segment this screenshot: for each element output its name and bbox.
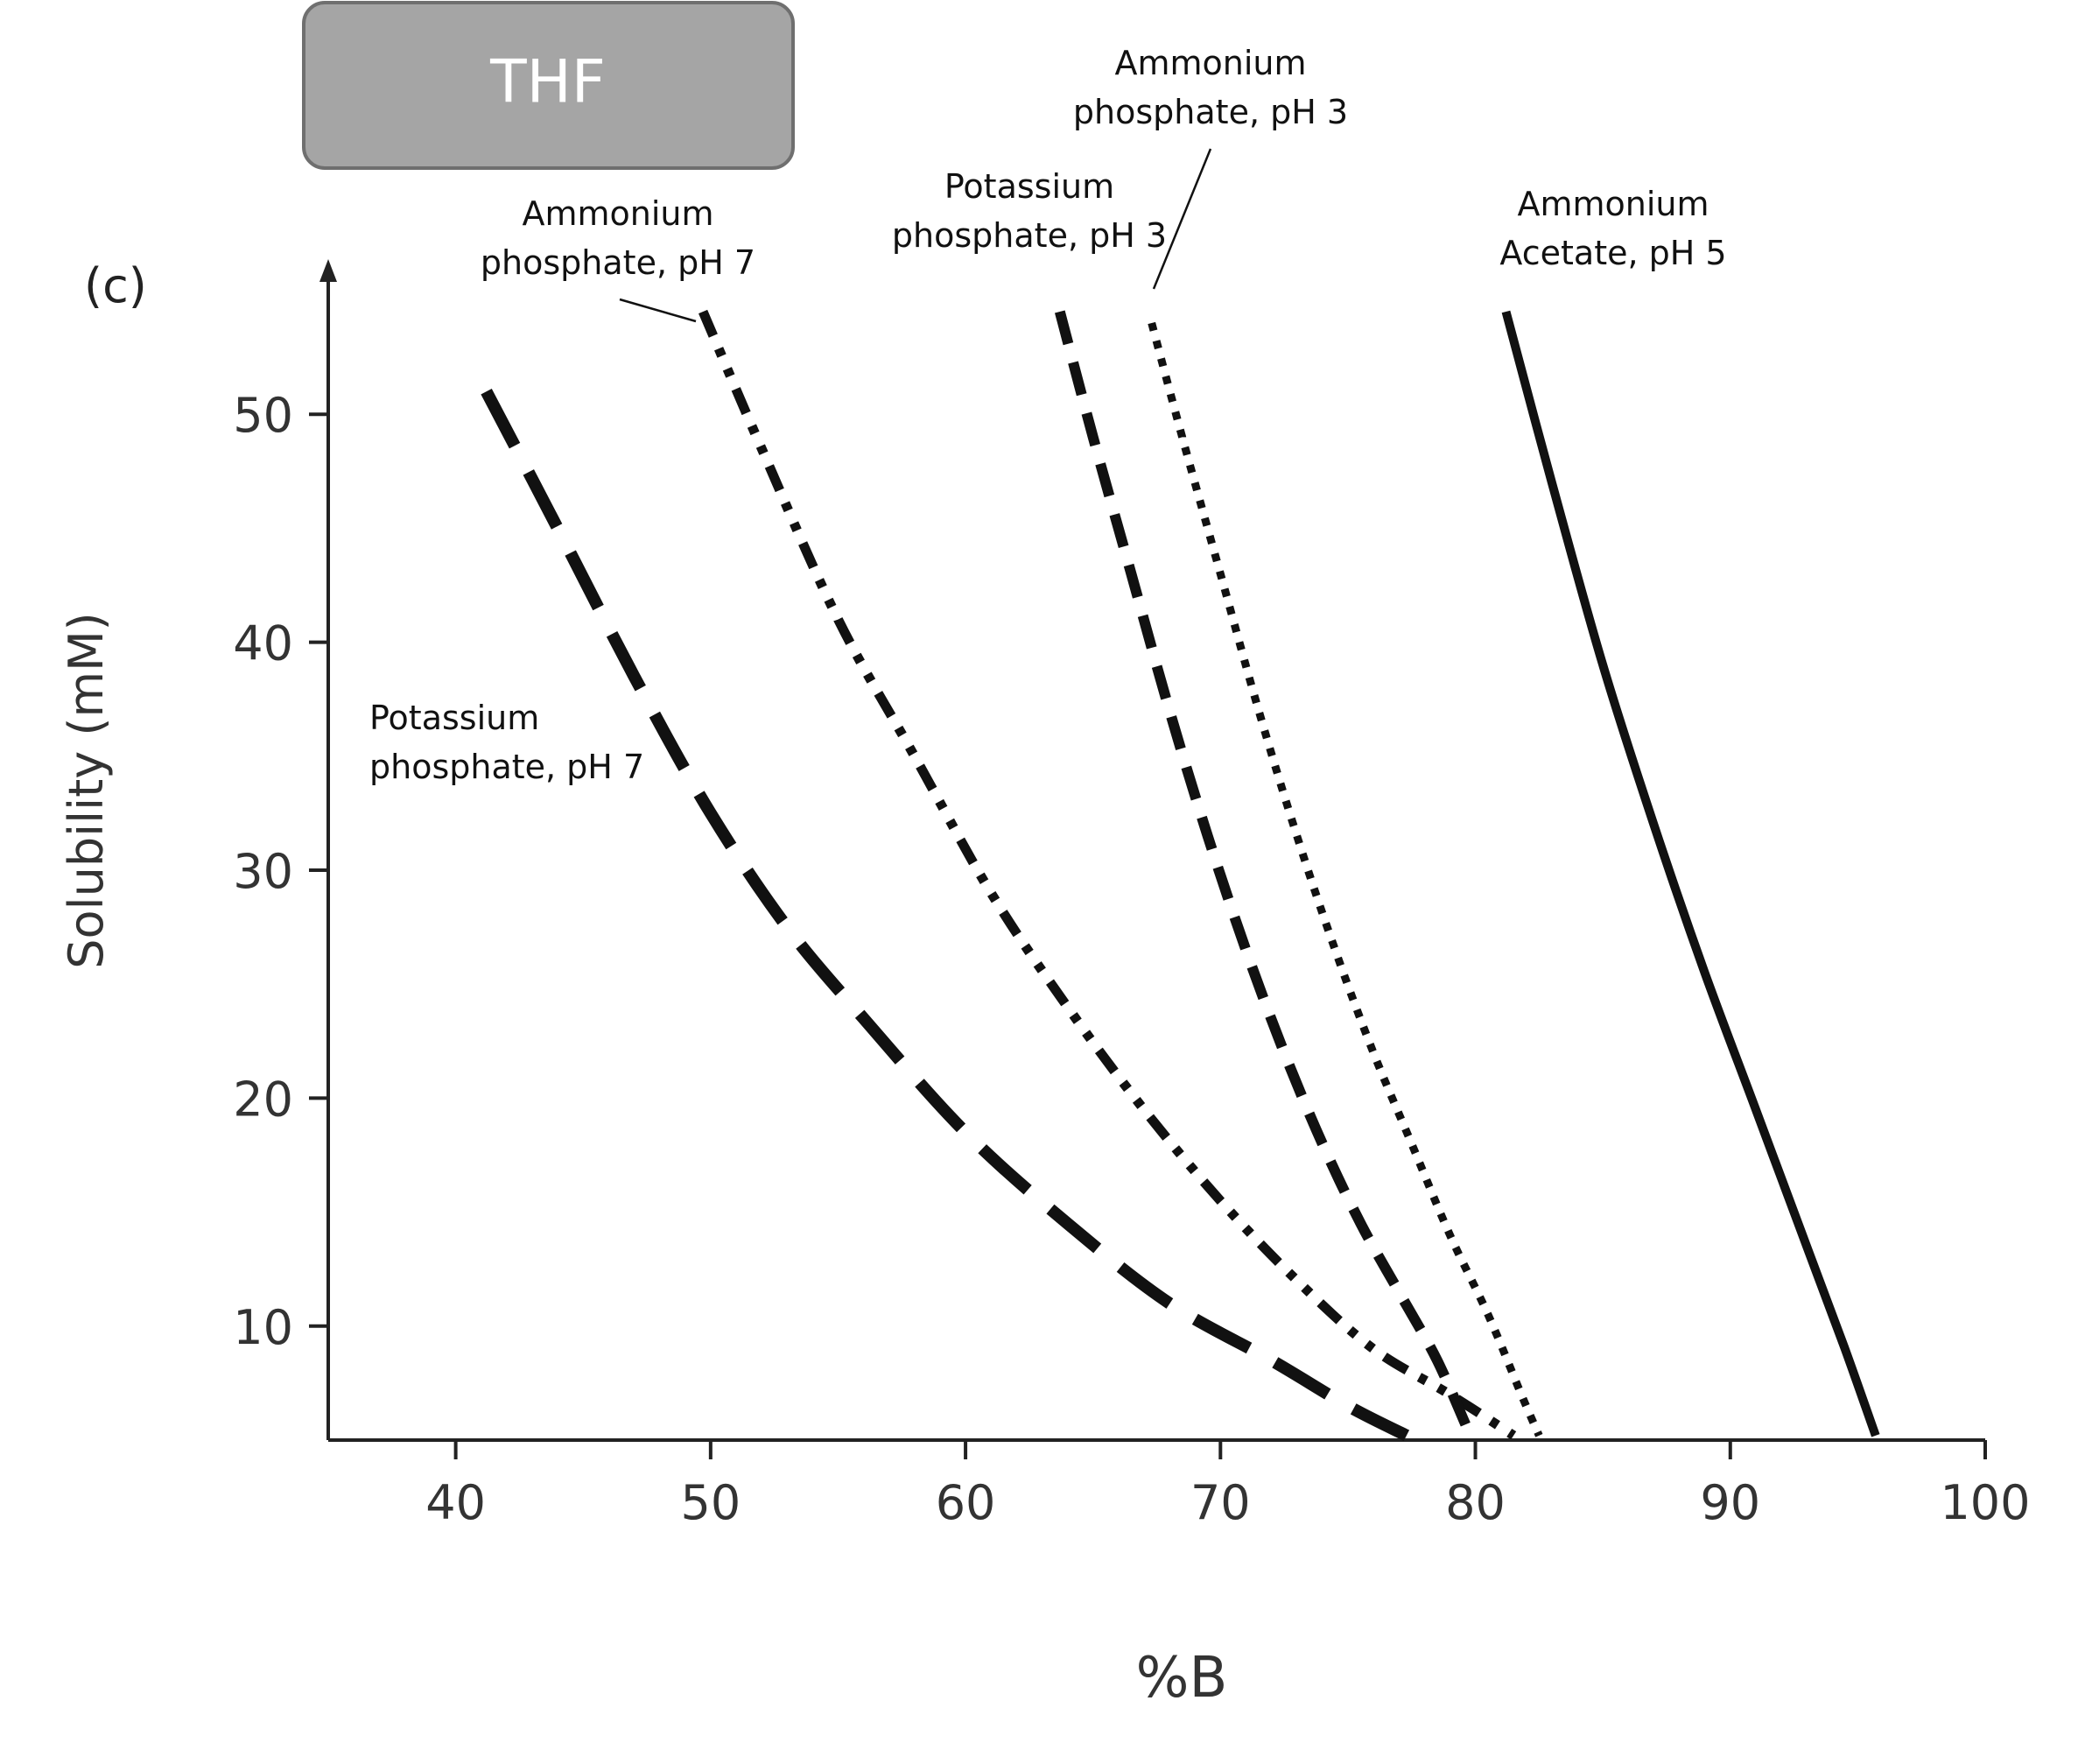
annotation-line: phosphate, pH 7 [481, 243, 755, 282]
series-line-ammonium-acetate-ph-5 [1501, 310, 1880, 1437]
solvent-badge: THF [302, 1, 795, 170]
annotation-layer: Ammonium phosphate, pH 7 Potassium phosphat… [369, 44, 1727, 786]
y-tick-label: 50 [233, 388, 293, 443]
annotation-ammonium-phosphate-ph-7: Ammonium phosphate, pH 7 [481, 194, 755, 323]
x-tick-label: 90 [1700, 1475, 1760, 1530]
series-line-potassium-phosphate-ph-7 [481, 388, 1410, 1442]
annotation-line: phosphate, pH 3 [1073, 93, 1348, 131]
annotation-line: Ammonium [522, 194, 713, 233]
series-layer [481, 309, 1880, 1442]
series-line-ammonium-phosphate-ph-7 [699, 309, 1517, 1440]
x-tick-label: 80 [1445, 1475, 1506, 1530]
annotation-leader-line [619, 298, 697, 323]
x-tick-label: 50 [680, 1475, 741, 1530]
annotation-leader-line [1152, 148, 1212, 290]
y-tick-label: 10 [233, 1300, 293, 1355]
x-tick-label: 40 [425, 1475, 486, 1530]
annotation-potassium-phosphate-ph-7: Potassium phosphate, pH 7 [369, 699, 644, 786]
panel-label: (c) [84, 258, 147, 313]
y-axis-arrow [319, 259, 337, 282]
y-tick-label: 30 [233, 844, 293, 899]
x-tick-label: 100 [1940, 1475, 2030, 1530]
annotation-line: phosphate, pH 3 [892, 216, 1167, 255]
annotation-line: Potassium [369, 699, 539, 737]
x-tick-label: 70 [1190, 1475, 1251, 1530]
x-axis-title: %B [1136, 1646, 1228, 1711]
annotation-line: Potassium [944, 167, 1114, 206]
x-tick-label: 60 [936, 1475, 996, 1530]
y-tick-label: 40 [233, 616, 293, 671]
axes: 40 50 60 70 80 90 100 10 20 30 40 50 [233, 259, 2031, 1530]
annotation-line: phosphate, pH 7 [369, 748, 644, 786]
series-line-ammonium-phosphate-ph-3 [1148, 321, 1543, 1437]
annotation-line: Ammonium [1517, 185, 1709, 223]
series-line-potassium-phosphate-ph-3 [1054, 310, 1476, 1438]
solvent-badge-label: THF [489, 48, 606, 117]
y-tick-label: 20 [233, 1072, 293, 1127]
y-axis-title: Solubility (mM) [59, 612, 114, 968]
annotation-line: Acetate, pH 5 [1499, 234, 1726, 272]
annotation-line: Ammonium [1114, 44, 1306, 82]
annotation-potassium-phosphate-ph-3: Potassium phosphate, pH 3 [892, 167, 1167, 255]
annotation-ammonium-acetate-ph-5: Ammonium Acetate, pH 5 [1499, 185, 1726, 272]
annotation-ammonium-phosphate-ph-3: Ammonium phosphate, pH 3 [1073, 44, 1348, 290]
